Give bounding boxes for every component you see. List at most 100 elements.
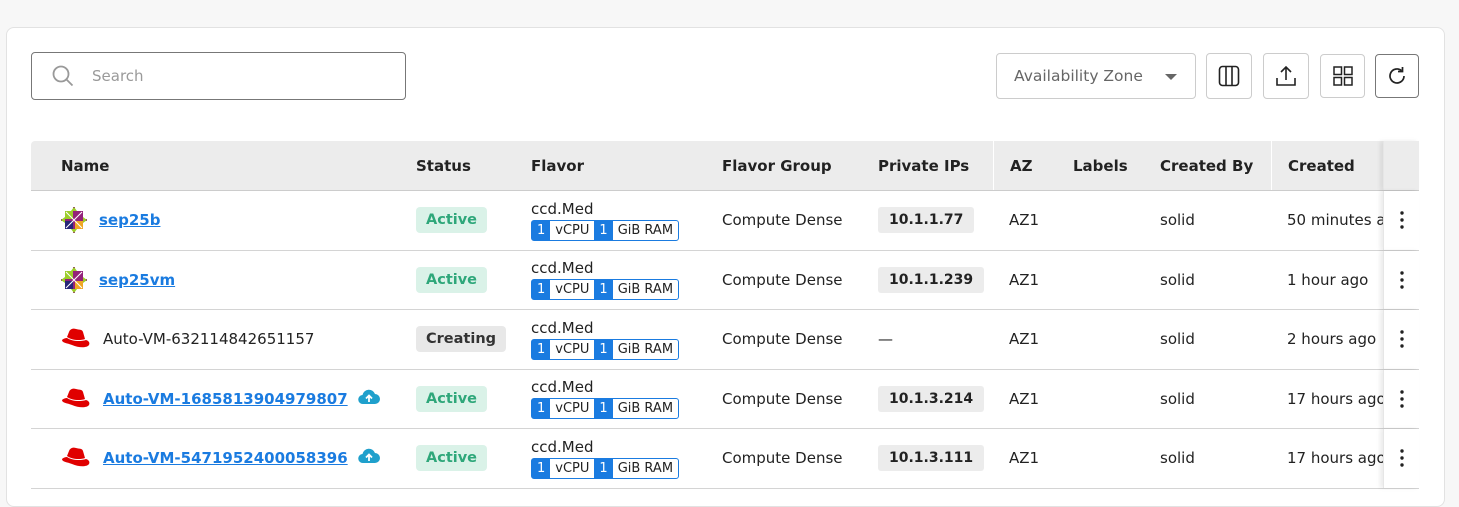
vcpu-label: vCPU — [555, 460, 590, 476]
flavor-cell: ccd.Med 1 vCPU 1 GiB RAM — [515, 251, 706, 310]
col-labels[interactable]: Labels — [1073, 156, 1128, 175]
kebab-menu-icon — [1399, 449, 1404, 467]
flavor-spec-chip: 1 vCPU 1 GiB RAM — [531, 398, 680, 420]
private-ip: 10.1.1.239 — [878, 266, 985, 293]
col-private-ips[interactable]: Private IPs — [878, 156, 970, 175]
labels-cell — [1057, 251, 1144, 310]
caret-down-icon — [1165, 74, 1177, 80]
kebab-menu-icon — [1399, 390, 1404, 408]
name-cell: sep25b — [31, 191, 400, 250]
vcpu-label: vCPU — [555, 222, 590, 238]
col-status[interactable]: Status — [416, 156, 471, 175]
col-name[interactable]: Name — [61, 156, 110, 175]
refresh-icon — [1389, 67, 1405, 84]
instance-name: Auto-VM-632114842651157 — [103, 330, 315, 349]
instance-name-link[interactable]: sep25vm — [99, 270, 176, 289]
col-flavor[interactable]: Flavor — [531, 156, 584, 175]
table-row[interactable]: Auto-VM-632114842651157 Creating ccd.Med… — [31, 310, 1419, 370]
vcpu-count: 1 — [532, 339, 551, 359]
vcpu-count: 1 — [532, 220, 551, 240]
instance-name-link[interactable]: Auto-VM-1685813904979807 — [103, 389, 348, 408]
search-box[interactable] — [31, 52, 406, 100]
labels-cell — [1057, 429, 1144, 488]
flavor-name: ccd.Med — [531, 199, 594, 218]
col-created[interactable]: Created — [1271, 141, 1383, 190]
flavor-group-cell: Compute Dense — [722, 270, 843, 289]
ram-label: GiB RAM — [617, 460, 674, 476]
labels-cell — [1057, 310, 1144, 369]
kebab-menu-icon — [1399, 330, 1404, 348]
row-actions-button[interactable] — [1383, 429, 1419, 488]
flavor-group-cell: Compute Dense — [722, 330, 843, 349]
private-ip: — — [878, 330, 893, 349]
instances-table: Name Status Flavor Flavor Group Private … — [31, 141, 1419, 489]
col-created-by[interactable]: Created By — [1160, 156, 1254, 175]
instance-name-link[interactable]: sep25b — [99, 211, 161, 230]
created-cell: 50 minutes ago — [1287, 211, 1383, 230]
col-flavor-group[interactable]: Flavor Group — [722, 156, 832, 175]
row-actions-button[interactable] — [1383, 250, 1419, 309]
az-cell: AZ1 — [1009, 330, 1040, 349]
flavor-name: ccd.Med — [531, 437, 594, 456]
status-cell: Active — [400, 251, 515, 310]
private-ip-cell: 10.1.3.214 — [862, 370, 993, 429]
private-ip-cell: 10.1.1.77 — [862, 191, 993, 250]
status-badge: Active — [416, 385, 488, 412]
az-cell: AZ1 — [1009, 449, 1040, 468]
flavor-cell: ccd.Med 1 vCPU 1 GiB RAM — [515, 429, 706, 488]
search-input[interactable] — [92, 67, 372, 85]
refresh-button[interactable] — [1375, 54, 1419, 98]
table-row[interactable]: Auto-VM-1685813904979807 Active ccd.Med … — [31, 369, 1419, 429]
private-ip-cell: 10.1.3.111 — [862, 429, 993, 488]
ram-count: 1 — [594, 339, 613, 359]
cloud-upload-icon — [357, 448, 380, 468]
kebab-menu-icon — [1399, 211, 1404, 229]
ram-count: 1 — [594, 280, 613, 300]
private-ip-cell: — — [862, 310, 993, 369]
vcpu-label: vCPU — [555, 282, 590, 298]
columns-icon — [1218, 65, 1240, 87]
az-cell: AZ1 — [1009, 389, 1040, 408]
flavor-spec-chip: 1 vCPU 1 GiB RAM — [531, 338, 680, 360]
created-by-cell: solid — [1160, 449, 1195, 468]
status-cell: Active — [400, 370, 515, 429]
vcpu-label: vCPU — [555, 341, 590, 357]
status-cell: Active — [400, 191, 515, 250]
instance-name-link[interactable]: Auto-VM-5471952400058396 — [103, 449, 348, 468]
flavor-name: ccd.Med — [531, 259, 594, 278]
name-cell: Auto-VM-1685813904979807 — [31, 370, 400, 429]
table-row[interactable]: sep25b Active ccd.Med 1 vCPU 1 GiB RAM Comp… — [31, 191, 1419, 251]
flavor-group-cell: Compute Dense — [722, 449, 843, 468]
col-az[interactable]: AZ — [993, 141, 1057, 190]
private-ip: 10.1.3.214 — [878, 385, 985, 412]
vcpu-count: 1 — [532, 399, 551, 419]
status-cell: Active — [400, 429, 515, 488]
created-by-cell: solid — [1160, 270, 1195, 289]
flavor-group-cell: Compute Dense — [722, 389, 843, 408]
grid-icon — [1332, 66, 1353, 86]
row-actions-button[interactable] — [1383, 369, 1419, 428]
availability-zone-select[interactable]: Availability Zone — [996, 53, 1196, 99]
flavor-group-cell: Compute Dense — [722, 211, 843, 230]
instances-card — [6, 27, 1445, 507]
table-row[interactable]: sep25vm Active ccd.Med 1 vCPU 1 GiB RAM Com… — [31, 250, 1419, 310]
ram-count: 1 — [594, 399, 613, 419]
ram-label: GiB RAM — [617, 222, 674, 238]
upload-icon — [1276, 65, 1296, 86]
flavor-spec-chip: 1 vCPU 1 GiB RAM — [531, 219, 680, 241]
flavor-name: ccd.Med — [531, 378, 594, 397]
flavor-cell: ccd.Med 1 vCPU 1 GiB RAM — [515, 191, 706, 250]
private-ip: 10.1.1.77 — [878, 207, 975, 234]
columns-button[interactable] — [1206, 53, 1252, 99]
kebab-menu-icon — [1399, 271, 1404, 289]
created-by-cell: solid — [1160, 389, 1195, 408]
status-cell: Creating — [400, 310, 515, 369]
labels-cell — [1057, 191, 1144, 250]
table-row[interactable]: Auto-VM-5471952400058396 Active ccd.Med … — [31, 429, 1419, 489]
ram-label: GiB RAM — [617, 282, 674, 298]
vcpu-label: vCPU — [555, 401, 590, 417]
export-button[interactable] — [1263, 53, 1309, 99]
grid-view-button[interactable] — [1320, 54, 1365, 98]
row-actions-button[interactable] — [1383, 191, 1419, 250]
row-actions-button[interactable] — [1383, 310, 1419, 369]
